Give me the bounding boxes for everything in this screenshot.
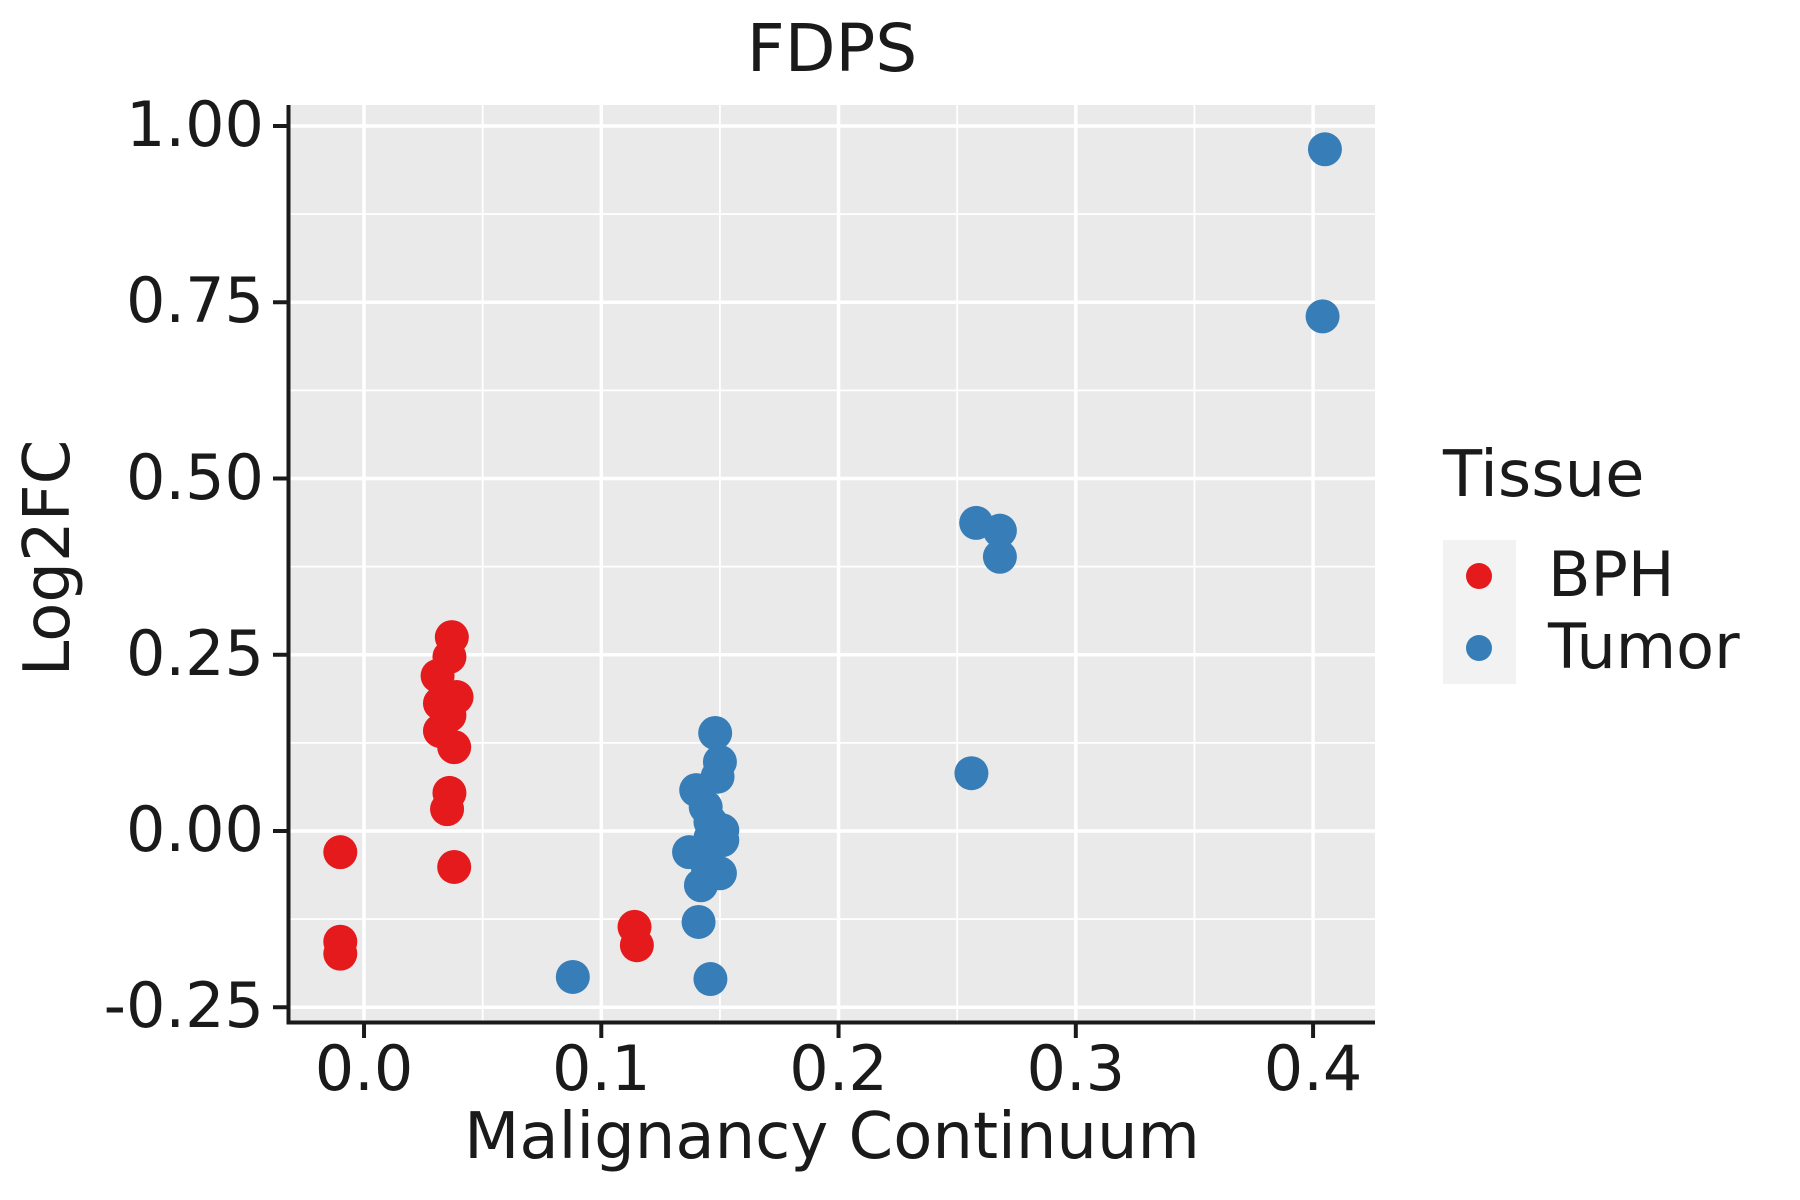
data-point-tumor — [705, 823, 740, 858]
legend-title: Tissue — [1443, 438, 1645, 512]
y-tick-label: 0.75 — [125, 264, 264, 338]
x-tick-label: 0.2 — [789, 1032, 888, 1105]
y-axis-label: Log2FC — [11, 439, 85, 677]
y-tick-label: 1.00 — [125, 88, 264, 162]
data-point-tumor — [1305, 299, 1340, 334]
y-tick-label: 0.50 — [125, 440, 264, 514]
data-point-tumor — [954, 756, 989, 791]
data-point-bph — [619, 928, 654, 963]
data-point-bph — [437, 730, 472, 765]
legend-label-bph: BPH — [1548, 538, 1675, 612]
data-point-bph — [323, 936, 358, 971]
chart-title: FDPS — [746, 10, 918, 87]
bph-legend-dot-icon — [1466, 563, 1492, 589]
data-point-tumor — [683, 868, 718, 903]
x-tick-label: 0.1 — [551, 1032, 651, 1105]
y-tick-label: 0.00 — [125, 793, 264, 867]
legend-key-bph — [1443, 540, 1516, 612]
legend-key-tumor — [1443, 612, 1516, 684]
data-point-tumor — [982, 539, 1017, 574]
data-point-tumor — [698, 716, 733, 751]
data-point-tumor — [693, 962, 728, 997]
x-tick-label: 0.0 — [314, 1032, 414, 1105]
y-tick-label: 0.25 — [125, 616, 264, 690]
data-point-bph — [437, 849, 472, 884]
data-point-tumor — [555, 959, 590, 994]
data-point-tumor — [1307, 132, 1342, 167]
x-tick-label: 0.4 — [1263, 1032, 1363, 1105]
x-tick-label: 0.3 — [1026, 1032, 1126, 1105]
y-tick-label: -0.25 — [103, 969, 264, 1043]
x-axis-label: Malignancy Continuum — [464, 1100, 1200, 1174]
data-point-bph — [430, 792, 465, 827]
data-point-tumor — [681, 904, 716, 939]
legend-label-tumor: Tumor — [1548, 610, 1740, 684]
tumor-legend-dot-icon — [1466, 635, 1492, 661]
data-point-tumor — [982, 513, 1017, 548]
data-point-bph — [323, 835, 358, 870]
